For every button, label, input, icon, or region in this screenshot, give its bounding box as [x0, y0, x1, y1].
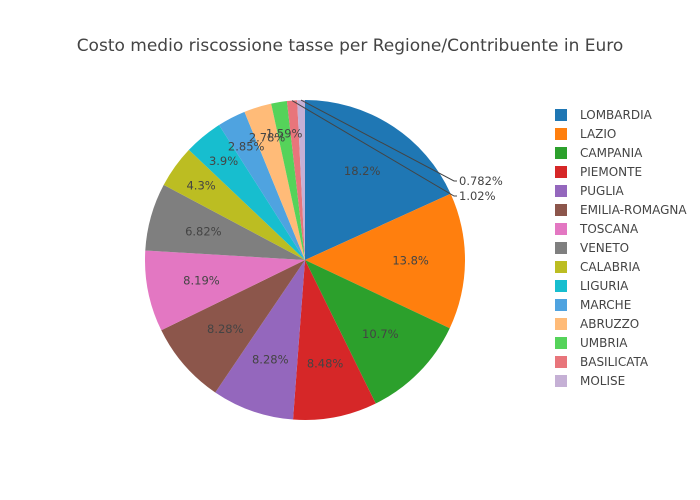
legend-item-campania[interactable]: CAMPANIA — [555, 146, 643, 160]
legend-item-umbria[interactable]: UMBRIA — [555, 336, 628, 350]
slice-label-calabria: 4.3% — [186, 178, 215, 192]
chart-title: Costo medio riscossione tasse per Region… — [77, 36, 624, 56]
legend-label-lazio: LAZIO — [580, 127, 616, 141]
legend-label-emilia-romagna: EMILIA-ROMAGNA — [580, 203, 687, 217]
legend-item-veneto[interactable]: VENETO — [555, 241, 629, 255]
slice-label-molise: 0.782% — [459, 174, 503, 188]
legend-label-puglia: PUGLIA — [580, 184, 625, 198]
legend-label-abruzzo: ABRUZZO — [580, 317, 639, 331]
legend-label-veneto: VENETO — [580, 241, 629, 255]
legend-label-molise: MOLISE — [580, 374, 625, 388]
slice-label-toscana: 8.19% — [183, 274, 220, 288]
pie-slice-lazio[interactable] — [305, 193, 465, 329]
slice-label-lazio: 13.8% — [392, 254, 429, 268]
legend-label-calabria: CALABRIA — [580, 260, 641, 274]
leader-line-molise — [300, 99, 457, 182]
legend-item-piemonte[interactable]: PIEMONTE — [555, 165, 642, 179]
legend-item-marche[interactable]: MARCHE — [555, 298, 631, 312]
slice-label-basilicata: 1.02% — [459, 189, 496, 203]
pie-slice-basilicata[interactable] — [286, 100, 305, 260]
slices-layer — [145, 100, 465, 420]
legend-swatch-toscana — [555, 223, 567, 235]
legend-label-umbria: UMBRIA — [580, 336, 628, 350]
legend-swatch-abruzzo — [555, 318, 567, 330]
pie-slice-abruzzo[interactable] — [244, 103, 305, 260]
legend-item-liguria[interactable]: LIGURIA — [555, 279, 629, 293]
slice-label-marche: 2.85% — [228, 139, 265, 153]
legend-item-basilicata[interactable]: BASILICATA — [555, 355, 649, 369]
pie-slice-lombardia[interactable] — [305, 100, 451, 260]
slice-label-veneto: 6.82% — [185, 224, 222, 238]
legend-item-lombardia[interactable]: LOMBARDIA — [555, 108, 653, 122]
legend-label-marche: MARCHE — [580, 298, 631, 312]
legend-label-liguria: LIGURIA — [580, 279, 629, 293]
pie-slice-campania[interactable] — [305, 260, 450, 404]
legend-swatch-lazio — [555, 128, 567, 140]
slice-label-umbria: 1.59% — [266, 127, 303, 141]
slice-label-abruzzo: 2.78% — [249, 131, 286, 145]
slice-label-lombardia: 18.2% — [344, 164, 381, 178]
legend-swatch-molise — [555, 375, 567, 387]
slice-label-campania: 10.7% — [362, 327, 399, 341]
pie-slice-umbria[interactable] — [271, 101, 305, 261]
legend-item-puglia[interactable]: PUGLIA — [555, 184, 625, 198]
leader-line-basilicata — [291, 100, 457, 197]
legend-swatch-umbria — [555, 337, 567, 349]
pie-slice-piemonte[interactable] — [293, 260, 376, 420]
legend-item-abruzzo[interactable]: ABRUZZO — [555, 317, 639, 331]
pie-slice-marche[interactable] — [219, 111, 305, 260]
legend-swatch-emilia-romagna — [555, 204, 567, 216]
slice-label-liguria: 3.9% — [209, 154, 238, 168]
slice-label-puglia: 8.28% — [252, 353, 289, 367]
legend-label-lombardia: LOMBARDIA — [580, 108, 653, 122]
slice-label-piemonte: 8.48% — [307, 357, 344, 371]
pie-slice-veneto[interactable] — [145, 184, 305, 260]
legend-swatch-basilicata — [555, 356, 567, 368]
legend-item-emilia-romagna[interactable]: EMILIA-ROMAGNA — [555, 203, 687, 217]
pie-slice-toscana[interactable] — [145, 250, 305, 331]
pie-slice-emilia-romagna[interactable] — [161, 260, 305, 393]
legend-swatch-lombardia — [555, 109, 567, 121]
legend-item-molise[interactable]: MOLISE — [555, 374, 625, 388]
legend-swatch-piemonte — [555, 166, 567, 178]
legend-label-toscana: TOSCANA — [579, 222, 639, 236]
pie-slice-calabria[interactable] — [163, 149, 305, 260]
pie-slice-liguria[interactable] — [188, 125, 305, 260]
legend-item-toscana[interactable]: TOSCANA — [555, 222, 639, 236]
legend-item-lazio[interactable]: LAZIO — [555, 127, 616, 141]
legend-label-basilicata: BASILICATA — [580, 355, 649, 369]
legend-swatch-marche — [555, 299, 567, 311]
legend-swatch-liguria — [555, 280, 567, 292]
pie-slice-puglia[interactable] — [215, 260, 305, 420]
legend-item-calabria[interactable]: CALABRIA — [555, 260, 641, 274]
legend-swatch-calabria — [555, 261, 567, 273]
legend-label-campania: CAMPANIA — [580, 146, 643, 160]
legend-swatch-campania — [555, 147, 567, 159]
legend: LOMBARDIA LAZIO CAMPANIA PIEMONTE PUGLIA EMIL… — [555, 108, 687, 388]
pie-slice-molise[interactable] — [297, 100, 305, 260]
legend-swatch-veneto — [555, 242, 567, 254]
legend-label-piemonte: PIEMONTE — [580, 165, 642, 179]
slice-label-emilia-romagna: 8.28% — [207, 322, 244, 336]
legend-swatch-puglia — [555, 185, 567, 197]
labels-layer: 18.2% 13.8% 10.7% 8.48% 8.28% 8.28% 8.19% 6.82%… — [183, 99, 503, 371]
